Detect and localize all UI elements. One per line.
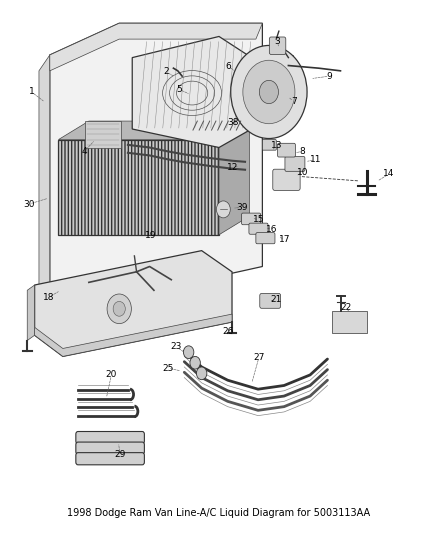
FancyBboxPatch shape	[76, 432, 145, 443]
FancyBboxPatch shape	[256, 233, 275, 244]
Text: 27: 27	[253, 353, 265, 362]
Text: 6: 6	[226, 62, 231, 71]
Text: 18: 18	[43, 293, 55, 302]
Polygon shape	[39, 55, 50, 314]
Text: 10: 10	[297, 168, 308, 177]
Text: 14: 14	[383, 169, 395, 179]
FancyBboxPatch shape	[262, 140, 276, 150]
FancyBboxPatch shape	[76, 442, 145, 454]
Polygon shape	[332, 311, 367, 333]
Text: 17: 17	[279, 235, 291, 244]
Polygon shape	[35, 251, 232, 357]
Circle shape	[113, 301, 125, 316]
Polygon shape	[219, 121, 249, 235]
Text: 5: 5	[176, 85, 182, 94]
Circle shape	[190, 357, 200, 369]
Circle shape	[184, 346, 194, 359]
Text: 8: 8	[300, 147, 305, 156]
Circle shape	[259, 80, 279, 103]
Text: 12: 12	[227, 163, 239, 172]
Text: 39: 39	[236, 203, 247, 212]
Text: 11: 11	[310, 155, 321, 164]
Circle shape	[216, 201, 230, 218]
Circle shape	[243, 60, 295, 124]
Text: 3: 3	[275, 37, 280, 46]
Text: 23: 23	[171, 342, 182, 351]
Text: 38: 38	[227, 118, 239, 127]
Text: 9: 9	[327, 71, 332, 80]
Polygon shape	[50, 23, 262, 71]
Text: 20: 20	[106, 370, 117, 379]
Text: 15: 15	[253, 215, 265, 224]
Text: 19: 19	[145, 231, 156, 240]
Polygon shape	[27, 285, 35, 341]
Text: 22: 22	[340, 303, 351, 312]
Text: 13: 13	[271, 141, 282, 150]
FancyBboxPatch shape	[260, 294, 281, 308]
Text: 16: 16	[266, 225, 278, 234]
Text: 21: 21	[271, 295, 282, 304]
Polygon shape	[50, 23, 262, 298]
FancyBboxPatch shape	[278, 143, 295, 157]
FancyBboxPatch shape	[285, 157, 305, 171]
Circle shape	[196, 367, 207, 379]
FancyBboxPatch shape	[249, 223, 268, 234]
Polygon shape	[85, 121, 121, 148]
Polygon shape	[59, 140, 219, 235]
Text: 2: 2	[163, 67, 169, 76]
Text: 1998 Dodge Ram Van Line-A/C Liquid Diagram for 5003113AA: 1998 Dodge Ram Van Line-A/C Liquid Diagr…	[67, 508, 371, 518]
Text: 1: 1	[29, 87, 35, 96]
Polygon shape	[132, 36, 251, 148]
Text: 7: 7	[291, 97, 297, 106]
Polygon shape	[59, 121, 249, 140]
Text: 4: 4	[82, 147, 87, 156]
Polygon shape	[35, 314, 232, 357]
Text: 30: 30	[23, 199, 35, 208]
Circle shape	[107, 294, 131, 324]
Text: 26: 26	[223, 327, 234, 335]
Text: 29: 29	[114, 450, 126, 459]
Text: 25: 25	[162, 364, 173, 373]
FancyBboxPatch shape	[76, 453, 145, 465]
FancyBboxPatch shape	[269, 37, 286, 54]
Circle shape	[231, 45, 307, 139]
FancyBboxPatch shape	[273, 169, 300, 190]
FancyBboxPatch shape	[242, 213, 261, 225]
